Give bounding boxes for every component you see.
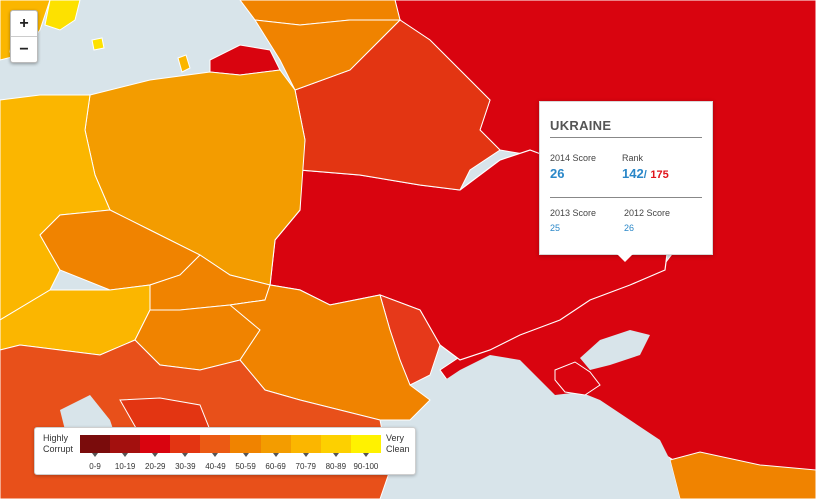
legend-tick (302, 453, 309, 457)
bornholm (91, 37, 105, 51)
legend-left-line1: Highly (43, 433, 69, 443)
score-legend: Highly Corrupt Very Clean 0-9 10-19 20-29 3… (34, 427, 416, 475)
legend-tick (362, 453, 369, 457)
legend-swatch (260, 435, 291, 453)
zoom-in-button[interactable]: + (19, 15, 29, 32)
legend-color-bar (80, 435, 381, 453)
legend-bin-label: 30-39 (175, 462, 196, 471)
popup-2012-score-label: 2012 Score (624, 208, 671, 218)
legend-right-caption: Very Clean (386, 433, 410, 455)
legend-swatch (110, 435, 141, 453)
legend-swatch (200, 435, 231, 453)
legend-swatch (170, 435, 201, 453)
legend-tick (242, 453, 249, 457)
legend-tick (212, 453, 219, 457)
popup-2013-score-value: 25 (550, 223, 561, 233)
legend-right-line2: Clean (386, 444, 410, 454)
zoom-control: + − (10, 10, 38, 63)
black-sea (380, 355, 680, 499)
legend-tick (182, 453, 189, 457)
legend-swatch (140, 435, 171, 453)
popup-rank-separator: / (643, 169, 647, 181)
denmark (44, 0, 81, 31)
legend-swatch (320, 435, 351, 453)
popup-2014-score-label: 2014 Score (550, 153, 597, 163)
country-popup: UKRAINE 2014 Score 26 Rank 142/ 175 2013… (539, 101, 713, 255)
legend-tick (92, 453, 99, 457)
legend-bin-label: 70-79 (295, 462, 316, 471)
legend-tick (332, 453, 339, 457)
legend-bin-label: 50-59 (235, 462, 256, 471)
popup-2012-score-value: 26 (624, 223, 635, 233)
legend-left-caption: Highly Corrupt (43, 433, 73, 455)
popup-divider-bottom (550, 197, 702, 198)
legend-bin-label: 90-100 (353, 462, 379, 471)
legend-bin-label: 60-69 (265, 462, 286, 471)
legend-bin-label: 80-89 (325, 462, 347, 471)
legend-bin-label: 0-9 (89, 462, 101, 471)
popup-rank: 142 (622, 166, 644, 181)
turkey-region (669, 451, 816, 499)
legend-tick (122, 453, 129, 457)
popup-pointer (616, 253, 634, 262)
legend-left-line2: Corrupt (43, 444, 74, 454)
legend-tick (152, 453, 159, 457)
legend-bin-label: 20-29 (145, 462, 166, 471)
popup-rank-value: 142/ 175 (622, 166, 669, 181)
popup-2014-score-value: 26 (550, 166, 565, 181)
legend-swatch (230, 435, 261, 453)
gotland (177, 54, 191, 73)
legend-right-line1: Very (386, 433, 405, 443)
crimea (554, 361, 601, 396)
legend-swatch (290, 435, 321, 453)
zoom-out-button[interactable]: − (11, 36, 37, 62)
popup-rank-total: 175 (650, 169, 669, 181)
legend-bin-label: 40-49 (205, 462, 226, 471)
azov-sea (580, 330, 650, 370)
popup-rank-label: Rank (622, 153, 644, 163)
popup-divider-top (550, 137, 702, 138)
popup-country-name: UKRAINE (550, 118, 612, 133)
legend-tick (272, 453, 279, 457)
legend-bin-label: 10-19 (114, 462, 136, 471)
popup-2013-score-label: 2013 Score (550, 208, 597, 218)
lithuania (254, 19, 402, 91)
belarus (294, 19, 501, 191)
legend-swatch (350, 435, 381, 453)
legend-swatch (80, 435, 111, 453)
